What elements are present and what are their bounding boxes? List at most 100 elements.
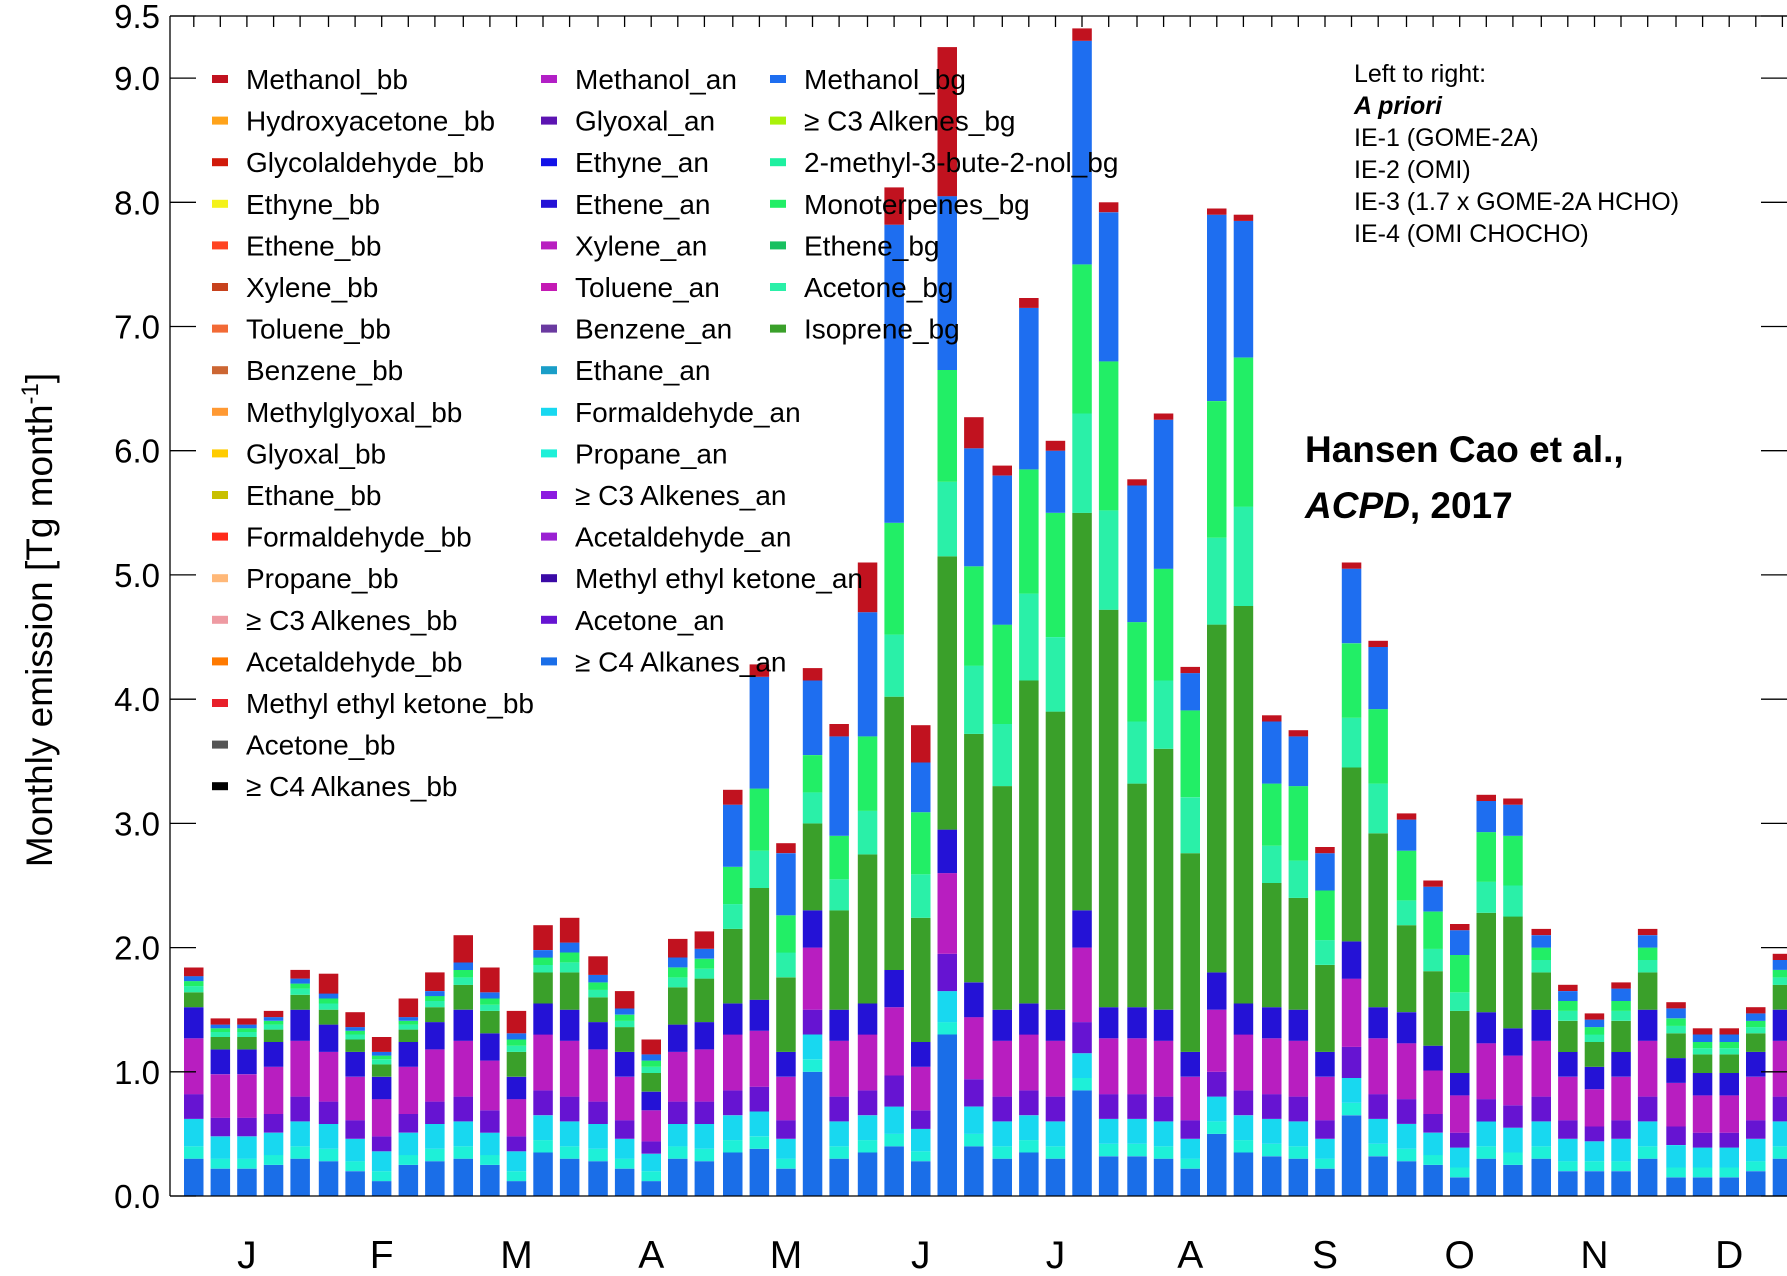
bar-segment [559,1146,580,1159]
bar-segment [829,1009,849,1041]
bar-segment [1368,833,1388,1008]
bar-segment [964,448,984,567]
bar-segment [1558,1171,1578,1196]
legend-label: ≥ C3 Alkenes_an [575,480,787,511]
bar-segment [884,522,904,635]
bar-segment [1341,978,1362,1047]
bar-segment [911,1110,931,1129]
bar-segment [668,1146,688,1159]
bar-segment [641,1110,661,1142]
bar-segment [588,1124,608,1149]
bar-segment [290,988,310,995]
bar-segment [1262,721,1282,784]
bar-segment [694,931,715,949]
bar-segment [1637,1040,1658,1097]
legend-swatch [770,283,786,291]
bar-segment [614,1051,635,1077]
bar-segment [184,1094,204,1119]
month-label: M [770,1234,803,1276]
bar-segment [1288,736,1309,787]
bar-segment [829,1096,849,1122]
bar-segment [937,47,957,197]
bar-segment [884,696,904,970]
bar-segment [1531,928,1551,936]
bar-segment [937,873,957,954]
bar-segment [992,624,1012,724]
bar-segment [694,948,715,959]
bar-segment [1423,1132,1443,1156]
bar-segment [345,1030,365,1035]
bar-segment [318,1051,339,1102]
bar-segment [453,969,473,978]
bar-segment [1288,1121,1309,1147]
legend-label: Propane_an [575,438,728,469]
bar-segment [937,991,957,1023]
bar-segment [533,1090,553,1116]
bar-segment [1019,469,1039,594]
bar-segment [776,1076,796,1121]
legend-swatch [541,158,557,167]
bar-segment [1153,1158,1174,1196]
bar-segment [1233,1115,1254,1141]
bar-segment [263,1114,284,1133]
bar-segment [1153,680,1174,749]
legend-swatch [212,241,228,250]
bar-segment [1476,1099,1496,1122]
bar-segment [614,1158,635,1169]
bar-segment [290,1158,310,1196]
bar-segment [911,1128,931,1152]
bar-segment [1180,797,1200,854]
bar-segment [1396,1124,1417,1149]
bar-segment [641,1073,661,1092]
bar-segment [210,1049,231,1075]
bar-segment [1233,1003,1254,1035]
bar-segment [371,1059,392,1065]
bar-segment [1666,1145,1686,1168]
bar-segment [802,1034,823,1060]
bar-segment [533,1115,553,1141]
bar-segment [1180,1168,1200,1196]
legend-swatch [541,657,557,666]
bar-segment [453,962,473,970]
bar-segment [1719,1054,1739,1073]
bar-segment [533,965,553,973]
bar-segment [1503,1055,1523,1106]
bar-segment [1153,1040,1174,1097]
bar-segment [668,1101,688,1124]
bar-segment [1692,1073,1713,1096]
bar-segment [237,1117,257,1137]
bar-segment [749,1148,770,1196]
bar-segment [802,792,823,824]
legend-label: Glycolaldehyde_bb [246,147,484,178]
bar-segment [290,969,310,979]
legend-swatch [541,449,557,458]
bar-segment [1772,960,1787,970]
bar-segment [1019,1115,1039,1141]
bar-segment [480,1060,500,1111]
bar-segment [1666,1033,1686,1059]
bar-segment [1153,1009,1174,1041]
bar-segment [371,1099,392,1137]
bar-segment [263,1020,284,1025]
bar-segment [1233,1140,1254,1153]
bar-segment [992,1146,1012,1159]
bar-segment [1019,593,1039,681]
bar-segment [1098,361,1119,511]
bar-segment [1368,1143,1388,1157]
bar-segment [1368,1007,1388,1039]
bar-segment [1666,1083,1686,1127]
bar-segment [1637,935,1658,948]
bar-segment [425,1007,445,1023]
bar-segment [1558,1120,1578,1139]
month-label: F [370,1234,394,1276]
bar-segment [1396,819,1417,851]
bar-segment [506,1051,527,1077]
bar-segment [857,854,878,1004]
bar-segment [802,1071,823,1196]
bar-segment [1423,948,1443,972]
bar-segment [1180,1051,1200,1077]
bar-segment [398,1066,419,1114]
legend-label: Ethyne_bb [246,189,380,220]
legend-label: Toluene_an [575,272,720,303]
legend-label: ≥ C4 Alkanes_an [575,646,787,677]
